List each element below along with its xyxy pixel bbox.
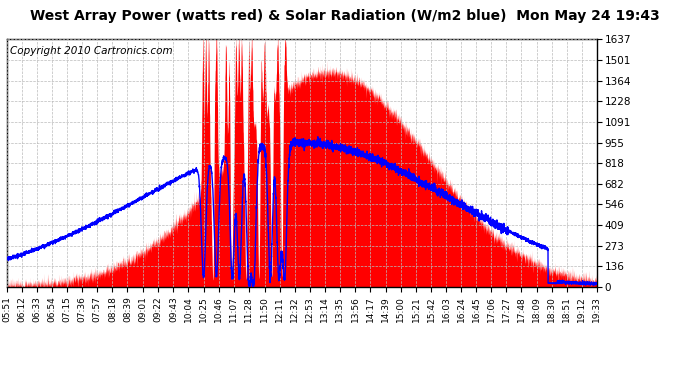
Text: Copyright 2010 Cartronics.com: Copyright 2010 Cartronics.com bbox=[10, 46, 172, 56]
Text: West Array Power (watts red) & Solar Radiation (W/m2 blue)  Mon May 24 19:43: West Array Power (watts red) & Solar Rad… bbox=[30, 9, 660, 23]
